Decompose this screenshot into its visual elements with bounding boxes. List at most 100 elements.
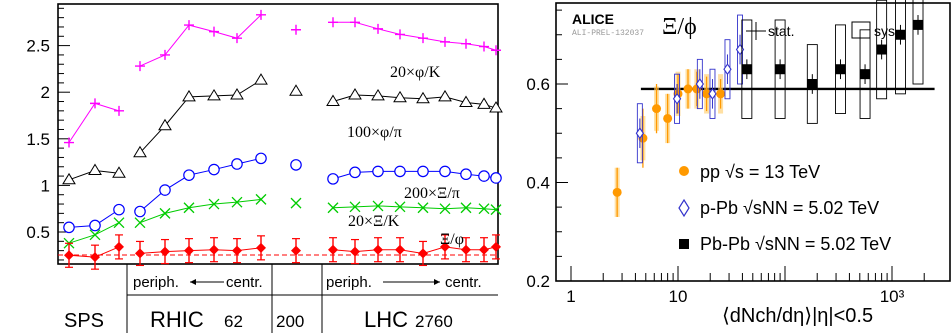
region-rhic-energy-label: 62 (224, 312, 243, 331)
left-chart: 0.5 1 1.5 2 2.5 20×φ/K 100×φ/π 200×Ξ/π 20×Ξ/… (26, 3, 503, 333)
data-point (328, 17, 338, 28)
preliminary-id-label: ALI-PREL-132037 (572, 29, 644, 38)
region-lhc-energy-label: 2760 (415, 312, 453, 331)
data-point (349, 166, 361, 179)
left-y-axis: 0.5 1 1.5 2 2.5 (26, 7, 70, 261)
data-point (209, 244, 219, 255)
alice-label: ALICE (572, 11, 614, 27)
data-point (372, 165, 384, 178)
right-axes: 0.20.40.60.811010³ (526, 9, 925, 306)
right-x-axis-title: ⟨dNch/dη⟩|η|<0.5 (722, 305, 873, 327)
right-y-tick-label: 0.2 (526, 272, 550, 291)
left-y-tick-label: 0.5 (26, 223, 50, 242)
data-point (290, 197, 302, 209)
series-line (139, 247, 262, 254)
left-plot-frame (57, 3, 499, 265)
data-point (394, 201, 406, 213)
right-chart-title: Ξ/ϕ (662, 14, 697, 40)
data-point (133, 145, 147, 158)
data-point (490, 172, 502, 184)
data-point (255, 193, 267, 205)
series-label-xi-k: 20×Ξ/K (348, 213, 400, 230)
data-point (231, 158, 243, 170)
data-point (208, 163, 220, 176)
data-point (182, 89, 196, 102)
data-point (490, 204, 502, 216)
ppb-point (695, 78, 705, 90)
series-label-phi-k: 20×φ/K (390, 64, 441, 81)
data-point (255, 152, 267, 165)
right-x-tick-label: 1 (566, 287, 575, 306)
data-point (372, 200, 384, 212)
series-line (139, 14, 262, 67)
pbpb-point (807, 79, 818, 89)
data-point (134, 217, 146, 229)
data-point (64, 250, 74, 261)
data-point (395, 29, 405, 40)
data-point (491, 45, 501, 56)
pp-point (702, 89, 712, 99)
data-point (135, 248, 145, 259)
rhic-centr-label: centr. (226, 274, 263, 291)
sys-legend-label: sys. (874, 23, 899, 39)
left-y-tick-label: 1.5 (26, 130, 50, 149)
data-point (62, 172, 76, 185)
rhic-periph-label: periph. (133, 274, 179, 291)
pbpb-point (913, 19, 924, 30)
data-point (348, 88, 362, 100)
pbpb-point (835, 64, 846, 75)
data-point (184, 245, 194, 256)
pp-point (716, 89, 726, 99)
pbpb-sys-box (912, 0, 924, 85)
lhc-arrow-head (434, 279, 440, 285)
data-point (90, 252, 100, 263)
data-point (440, 36, 450, 47)
region-lhc-label: LHC (364, 307, 408, 332)
data-point (256, 9, 266, 20)
data-point (439, 203, 451, 215)
data-point (477, 97, 491, 109)
data-point (254, 73, 268, 85)
pbpb-point (895, 29, 906, 40)
data-point (88, 163, 102, 175)
left-y-tick-label: 1 (41, 176, 50, 195)
lhc-periph-label: periph. (326, 274, 372, 291)
data-point (417, 165, 429, 178)
ppb-point (735, 43, 745, 56)
stat-legend-label: stat. (768, 23, 794, 39)
right-y-tick-label: 0.4 (526, 174, 550, 193)
pbpb-point (775, 64, 786, 75)
pp-point (652, 104, 662, 114)
series-line (139, 198, 262, 224)
data-point (371, 88, 385, 101)
data-point (327, 173, 339, 185)
pp-point (612, 187, 622, 197)
data-point (232, 245, 242, 256)
data-point (208, 198, 220, 210)
data-point (489, 101, 503, 113)
pp-point (683, 84, 693, 94)
data-point (491, 241, 501, 252)
left-y-tick-label: 2.5 (26, 37, 50, 56)
data-point (159, 184, 171, 196)
left-series-lines (68, 14, 497, 258)
legend-pp-label: pp √s = 13 TeV (700, 162, 820, 182)
data-point (183, 202, 195, 214)
data-point (112, 166, 126, 178)
data-point (438, 89, 452, 102)
data-point (89, 229, 101, 241)
data-point (291, 24, 301, 35)
data-point (479, 41, 489, 52)
data-point (350, 246, 360, 257)
region-200-label: 200 (276, 312, 304, 331)
data-point (416, 91, 430, 104)
sys-legend-box (851, 21, 871, 39)
data-point (90, 98, 100, 109)
region-rhic-label: RHIC (150, 307, 204, 332)
rhic-arrow-head (190, 279, 196, 285)
data-point (232, 33, 242, 44)
data-point (460, 168, 472, 181)
series-line (139, 157, 262, 212)
data-point (479, 244, 489, 255)
right-x-tick-label: 10 (669, 287, 688, 306)
